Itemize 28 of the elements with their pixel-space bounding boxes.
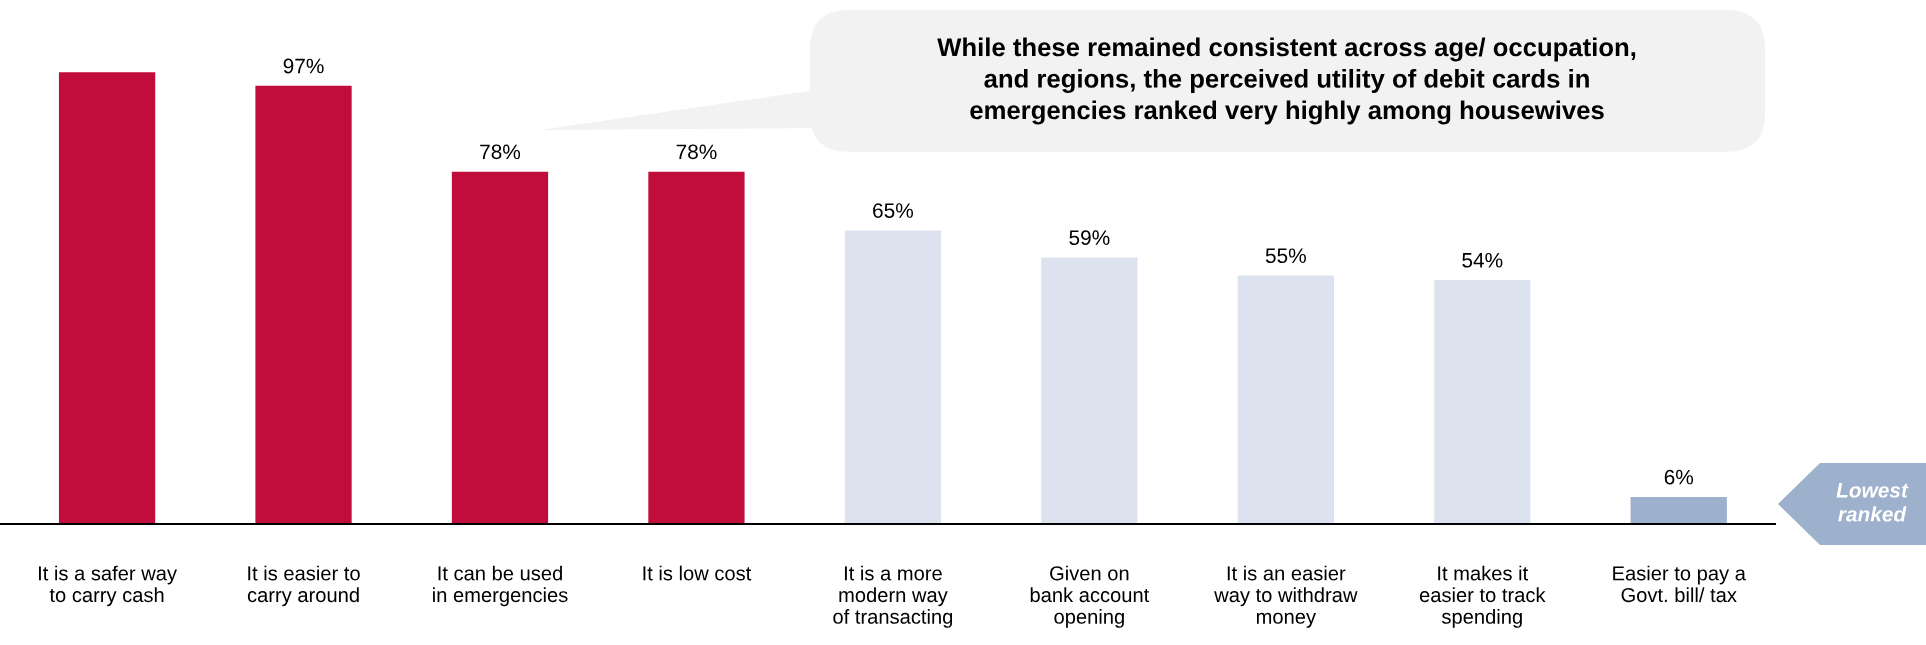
bar xyxy=(1434,280,1531,524)
bar xyxy=(58,72,156,524)
x-tick-label: Given on bank account opening xyxy=(1030,565,1150,628)
x-tick-label: Easier to pay a Govt. bill/ tax xyxy=(1613,565,1746,603)
x-tick-label: It can be used in emergencies xyxy=(433,565,568,607)
x-tick-label: It is easier to carry around xyxy=(247,565,360,607)
bar xyxy=(1041,257,1138,524)
annotation: While these remained consistent across age/ occupation, and regions, the perceived utility of debit cards in emergencies ranked very highly among housewives xyxy=(937,37,1636,125)
data-label: 55% xyxy=(1265,248,1306,264)
x-tick-label: It is a safer way to carry cash xyxy=(38,565,177,607)
data-label: 78% xyxy=(676,144,717,160)
data-label: 54% xyxy=(1462,252,1503,268)
bar xyxy=(451,171,549,524)
bar xyxy=(255,85,352,524)
data-label: 59% xyxy=(1069,230,1110,246)
data-label: 65% xyxy=(873,203,914,218)
data-label: 97% xyxy=(283,58,324,74)
x-tick-label: It is a more modern way of transacting xyxy=(833,565,953,628)
x-tick-label: It makes it easier to track spending xyxy=(1419,565,1546,628)
bar xyxy=(844,230,942,524)
x-tick-label: It is low cost xyxy=(643,565,752,581)
data-label: 6% xyxy=(1664,469,1694,485)
bar xyxy=(1237,275,1334,524)
text: Lowest ranked xyxy=(1836,483,1909,522)
x-tick-label: It is an easier way to withdraw money xyxy=(1214,565,1358,628)
data-label: 78% xyxy=(480,144,521,160)
bar xyxy=(1630,496,1727,524)
bar xyxy=(648,171,745,524)
